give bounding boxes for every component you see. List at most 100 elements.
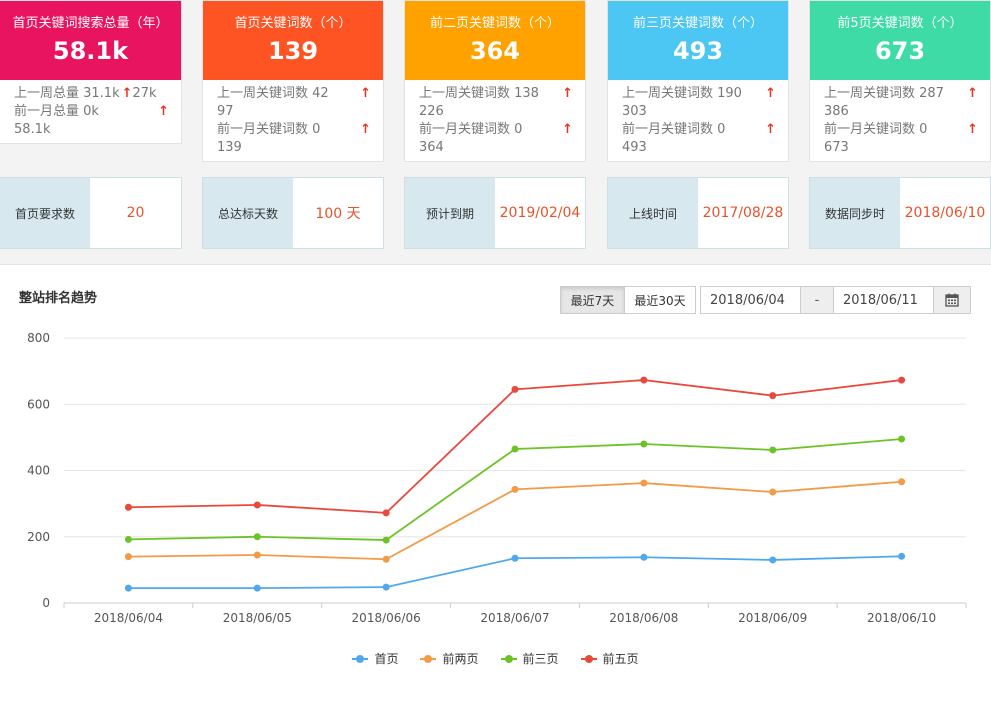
y-tick-label: 0: [42, 596, 50, 610]
stat-row-text: 139: [217, 140, 242, 155]
stat-card-row: 303: [622, 103, 776, 121]
stat-card-row: 139: [217, 139, 371, 157]
stat-row-text: 上一周关键词数 190: [622, 86, 742, 101]
info-box: 总达标天数 100 天: [202, 177, 384, 249]
stat-card-value: 139: [267, 37, 319, 65]
info-box: 预计到期 2019/02/04: [404, 177, 586, 249]
data-point: [382, 583, 390, 591]
stat-card-row: 上一周关键词数 138 ↑: [419, 85, 573, 103]
legend-label: 首页: [374, 652, 399, 666]
stat-row-text: 226: [419, 104, 444, 119]
legend-item[interactable]: 前五页: [580, 650, 639, 667]
legend-item[interactable]: 前两页: [420, 650, 479, 667]
data-point: [898, 435, 906, 443]
stat-row-text: 上一周总量 31.1k: [14, 86, 120, 101]
y-tick-label: 200: [27, 530, 50, 544]
stat-card-row: 上一周关键词数 190 ↑: [622, 85, 776, 103]
stat-card-value: 58.1k: [52, 37, 129, 65]
calendar-icon: [945, 293, 959, 307]
x-tick-label: 2018/06/08: [609, 611, 678, 625]
stat-card-row: 58.1k: [14, 121, 169, 139]
stat-row-text: 386: [824, 104, 849, 119]
legend-swatch-icon: [352, 654, 369, 664]
info-label: 上线时间: [608, 178, 698, 248]
y-tick-label: 800: [27, 331, 50, 345]
legend-swatch-icon: [500, 654, 517, 664]
series-line-1: [128, 480, 902, 561]
stat-card-value: 493: [672, 37, 724, 65]
info-value: 20: [126, 205, 145, 221]
stat-card-row: 前一月关键词数 0 ↑: [622, 121, 776, 139]
stat-row-text: 58.1k: [14, 122, 51, 137]
stat-card-title: 前三页关键词数（个）: [632, 16, 763, 31]
legend-item[interactable]: 首页: [352, 650, 398, 667]
info-box: 数据同步时 2018/06/10: [809, 177, 991, 249]
y-tick-label: 600: [27, 397, 50, 411]
stat-card-title: 首页关键词搜索总量（年）: [12, 16, 169, 31]
legend-label: 前三页: [522, 652, 559, 666]
data-point: [511, 445, 519, 453]
data-point: [640, 553, 648, 561]
data-point: [898, 552, 906, 560]
x-tick-label: 2018/06/09: [738, 611, 807, 625]
data-point: [769, 556, 777, 564]
data-point: [511, 554, 519, 562]
data-point: [124, 584, 132, 592]
stat-row-text: 673: [824, 140, 849, 155]
stat-card: 前三页关键词数（个） 493 上一周关键词数 190 ↑ 303 前一月关键词数 0 ↑…: [607, 0, 789, 162]
up-arrow-icon: ↑: [967, 122, 978, 137]
info-value: 2018/06/10: [904, 205, 986, 221]
data-point: [382, 509, 390, 517]
x-tick-label: 2018/06/07: [480, 611, 549, 625]
stat-card-row: 673: [824, 139, 978, 157]
stat-row-text: 303: [622, 104, 647, 119]
y-tick-label: 400: [27, 464, 50, 478]
data-point: [382, 555, 390, 563]
up-arrow-icon: ↑: [765, 122, 776, 137]
stat-row-text: 前一月关键词数 0: [419, 122, 523, 137]
data-point: [511, 385, 519, 393]
x-tick-label: 2018/06/04: [94, 611, 163, 625]
stat-row-text: 前一月总量 0k: [14, 104, 99, 119]
stat-card-row: 上一周关键词数 287 ↑: [824, 85, 978, 103]
data-point: [382, 536, 390, 544]
stat-card-header: 前三页关键词数（个） 493: [608, 1, 788, 80]
stat-row-text: 364: [419, 140, 444, 155]
legend-label: 前两页: [442, 652, 479, 666]
stat-card-title: 首页关键词数（个）: [234, 16, 352, 31]
stat-row-text: 前一月关键词数 0: [622, 122, 726, 137]
date-from-input[interactable]: 2018/06/04: [700, 286, 801, 314]
stat-row-text: 前一月关键词数 0: [824, 122, 928, 137]
date-to-input[interactable]: 2018/06/11: [833, 286, 934, 314]
data-point: [769, 446, 777, 454]
up-arrow-icon: ↑: [562, 122, 573, 137]
data-point: [253, 584, 261, 592]
legend-swatch-icon: [580, 654, 597, 664]
stat-card-body: 上一周关键词数 42 ↑ 97 前一月关键词数 0 ↑ 139: [203, 80, 383, 157]
stat-card-title: 前5页关键词数（个）: [837, 16, 963, 31]
calendar-button[interactable]: [933, 286, 971, 314]
stat-card-row: 前一月总量 0k ↑: [14, 103, 169, 121]
data-point: [253, 501, 261, 509]
stat-card-row: 364: [419, 139, 573, 157]
legend-item[interactable]: 前三页: [500, 650, 559, 667]
stat-card: 首页关键词数（个） 139 上一周关键词数 42 ↑ 97 前一月关键词数 0 ↑ 139: [202, 0, 384, 162]
data-point: [640, 440, 648, 448]
info-value: 2017/08/28: [702, 205, 784, 221]
info-label: 数据同步时: [810, 178, 900, 248]
stat-row-text: 上一周关键词数 42: [217, 86, 329, 101]
last-30-days-button[interactable]: 最近30天: [624, 286, 696, 314]
data-point: [253, 551, 261, 559]
x-tick-label: 2018/06/06: [352, 611, 421, 625]
data-point: [769, 392, 777, 400]
stat-card-row: 前一月关键词数 0 ↑: [824, 121, 978, 139]
stat-card: 首页关键词搜索总量（年） 58.1k 上一周总量 31.1k ↑27k 前一月总量 …: [0, 0, 182, 144]
up-arrow-icon: ↑: [562, 86, 573, 101]
up-arrow-icon: ↑: [158, 104, 169, 119]
stat-row-text: 上一周关键词数 138: [419, 86, 539, 101]
stat-card-row: 226: [419, 103, 573, 121]
rank-trend-chart: 0 200 400 600 800 2018/06/04 2018/06/05 2018/06…: [27, 331, 967, 625]
stat-row-text: 上一周关键词数 287: [824, 86, 944, 101]
x-tick-label: 2018/06/05: [223, 611, 292, 625]
stat-card-row: 386: [824, 103, 978, 121]
